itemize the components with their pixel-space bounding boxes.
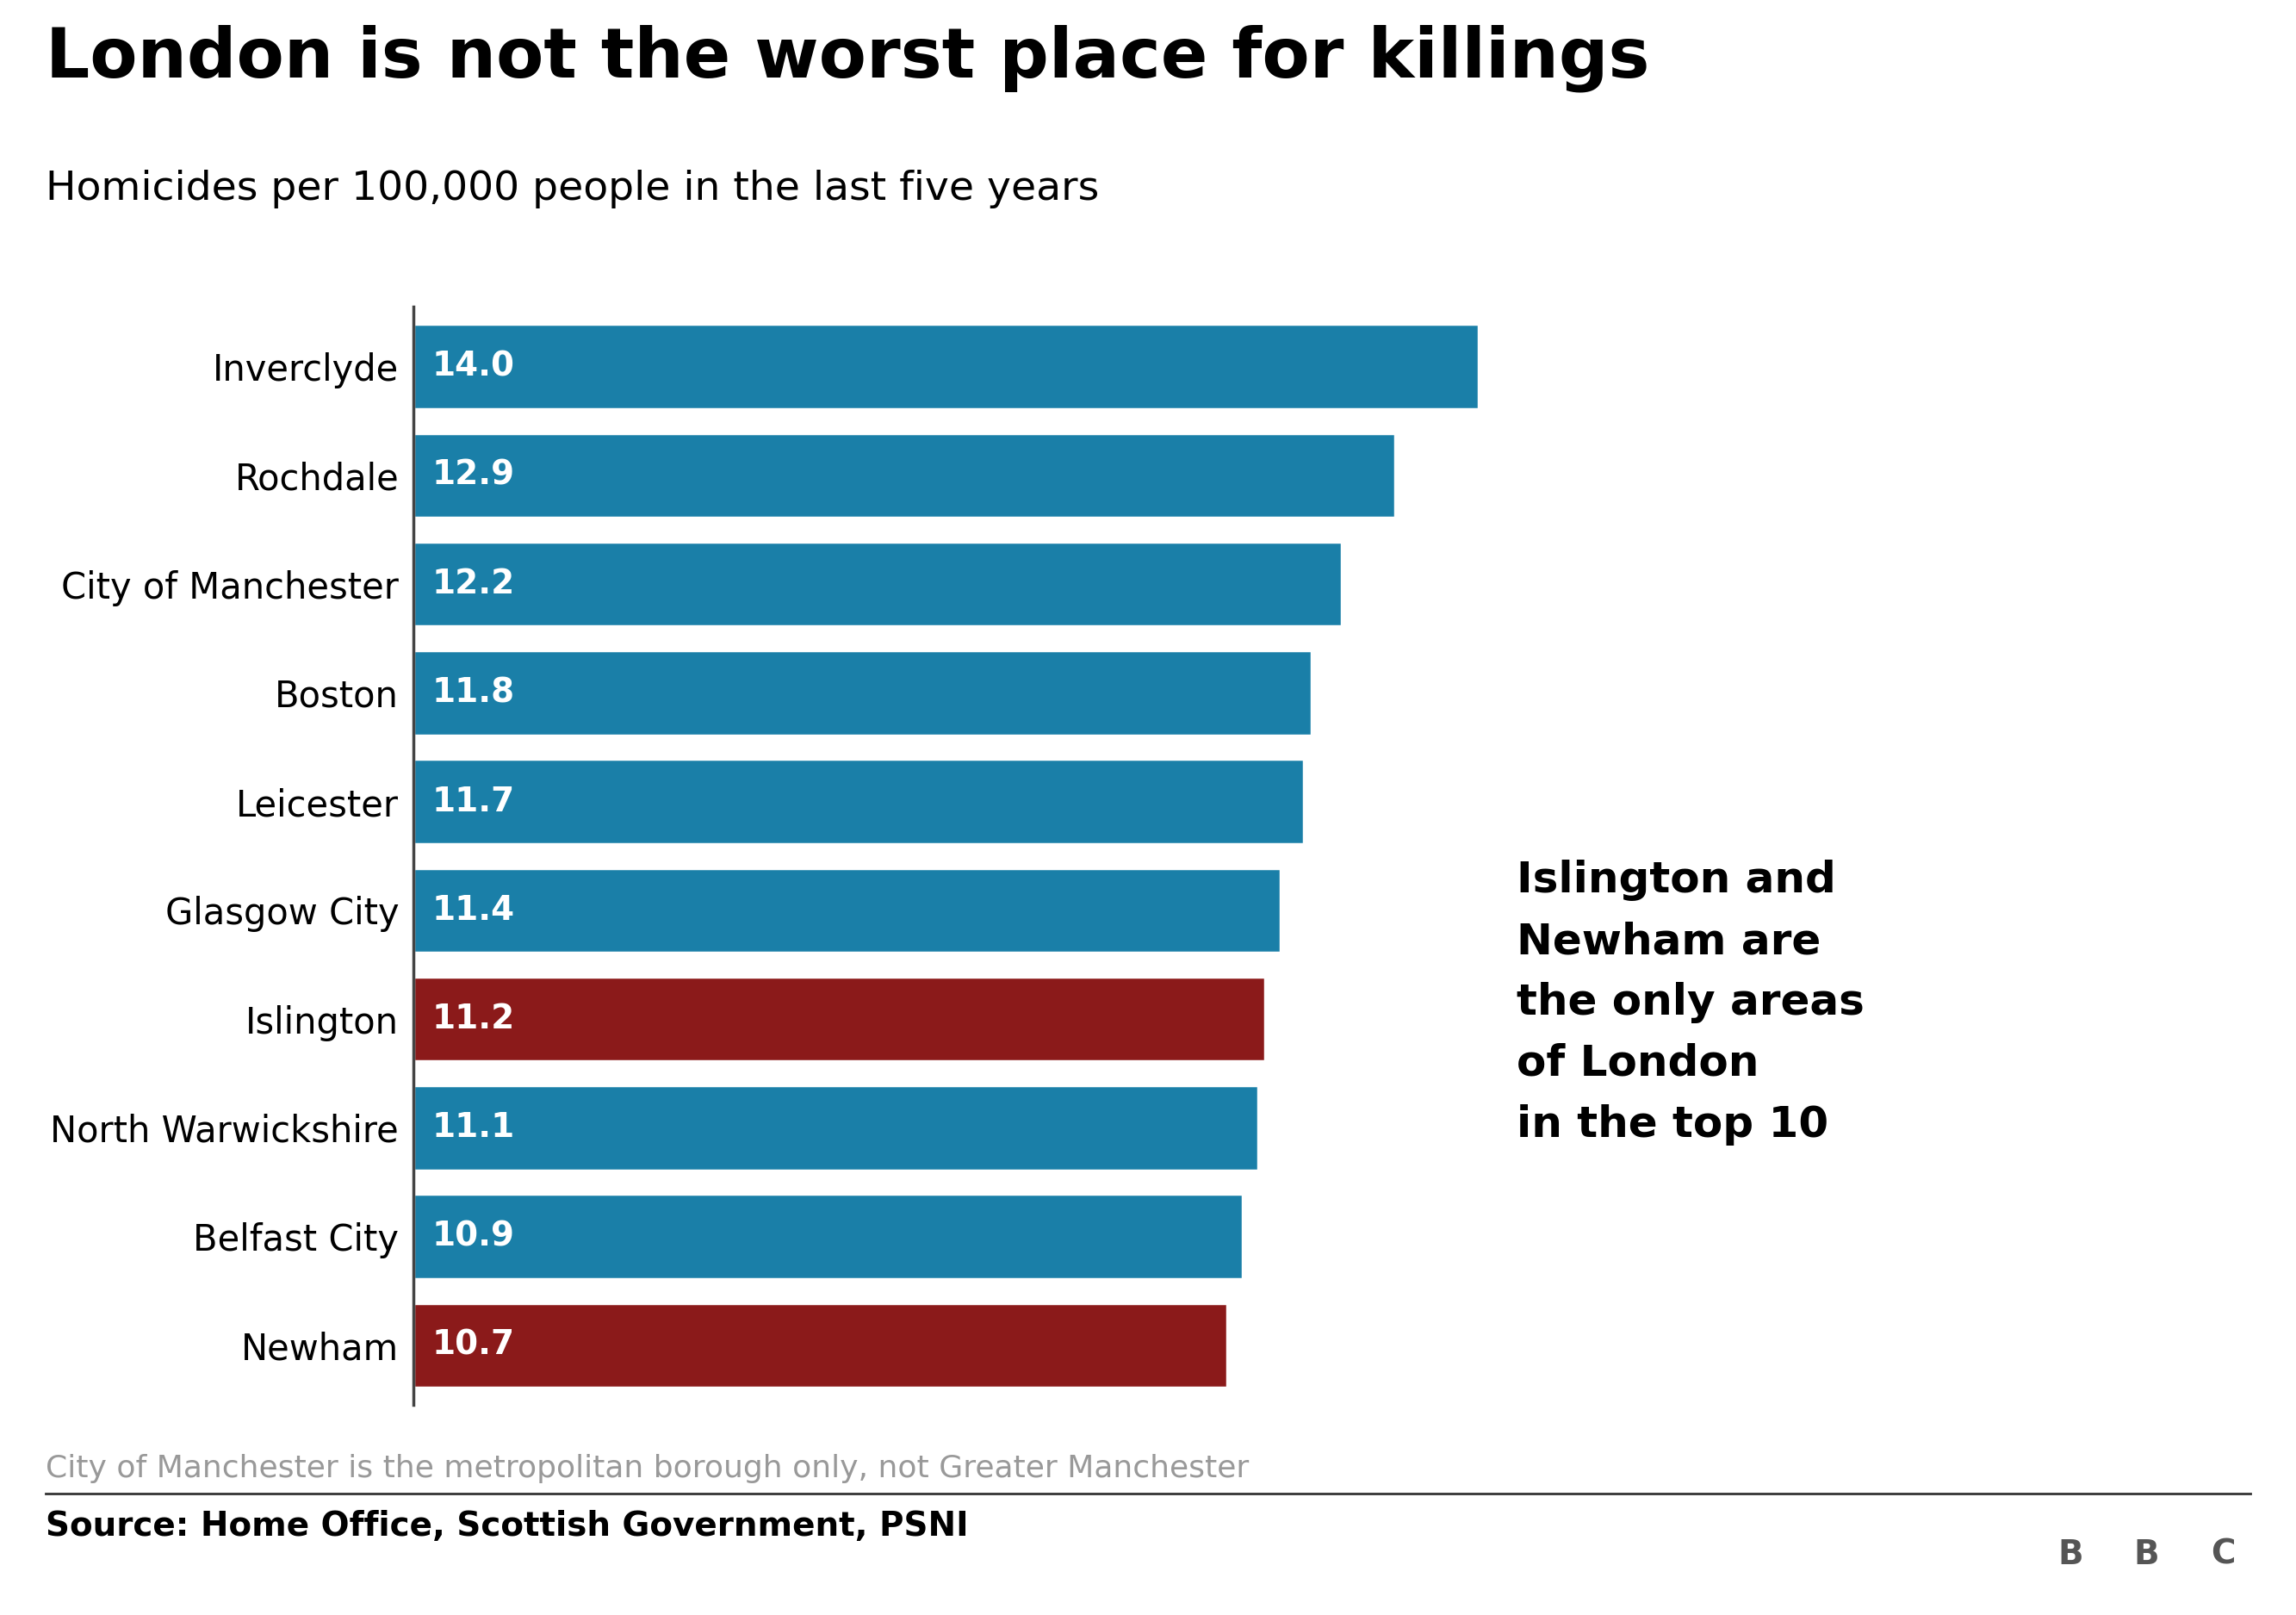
Text: 12.2: 12.2 <box>432 568 514 601</box>
Text: B: B <box>2133 1537 2158 1571</box>
Text: 11.7: 11.7 <box>432 785 514 817</box>
Bar <box>413 541 1341 627</box>
Bar <box>413 1085 1258 1171</box>
Text: 11.2: 11.2 <box>432 1003 514 1035</box>
Bar <box>413 977 1265 1061</box>
Text: 11.4: 11.4 <box>432 895 514 927</box>
Text: Homicides per 100,000 people in the last five years: Homicides per 100,000 people in the last… <box>46 170 1100 208</box>
Bar <box>413 325 1479 409</box>
Text: 12.9: 12.9 <box>432 459 514 491</box>
Text: B: B <box>2057 1537 2082 1571</box>
Text: Source: Home Office, Scottish Government, PSNI: Source: Home Office, Scottish Government… <box>46 1510 969 1542</box>
Text: 10.7: 10.7 <box>432 1329 514 1361</box>
Bar <box>413 651 1311 735</box>
Bar <box>413 867 1281 953</box>
Bar <box>413 759 1304 845</box>
Text: C: C <box>2211 1537 2234 1571</box>
Text: London is not the worst place for killings: London is not the worst place for killin… <box>46 24 1651 92</box>
Text: 11.1: 11.1 <box>432 1111 514 1143</box>
Bar <box>413 433 1396 518</box>
Bar <box>413 1193 1242 1279</box>
Text: City of Manchester is the metropolitan borough only, not Greater Manchester: City of Manchester is the metropolitan b… <box>46 1454 1249 1483</box>
Text: 14.0: 14.0 <box>432 350 514 383</box>
Bar <box>413 1303 1228 1387</box>
FancyBboxPatch shape <box>2112 1507 2181 1602</box>
FancyBboxPatch shape <box>2037 1507 2105 1602</box>
Text: 10.9: 10.9 <box>432 1221 514 1253</box>
Text: Islington and
Newham are
the only areas
of London
in the top 10: Islington and Newham are the only areas … <box>1518 859 1864 1145</box>
Text: 11.8: 11.8 <box>432 677 514 709</box>
FancyBboxPatch shape <box>2188 1507 2257 1602</box>
